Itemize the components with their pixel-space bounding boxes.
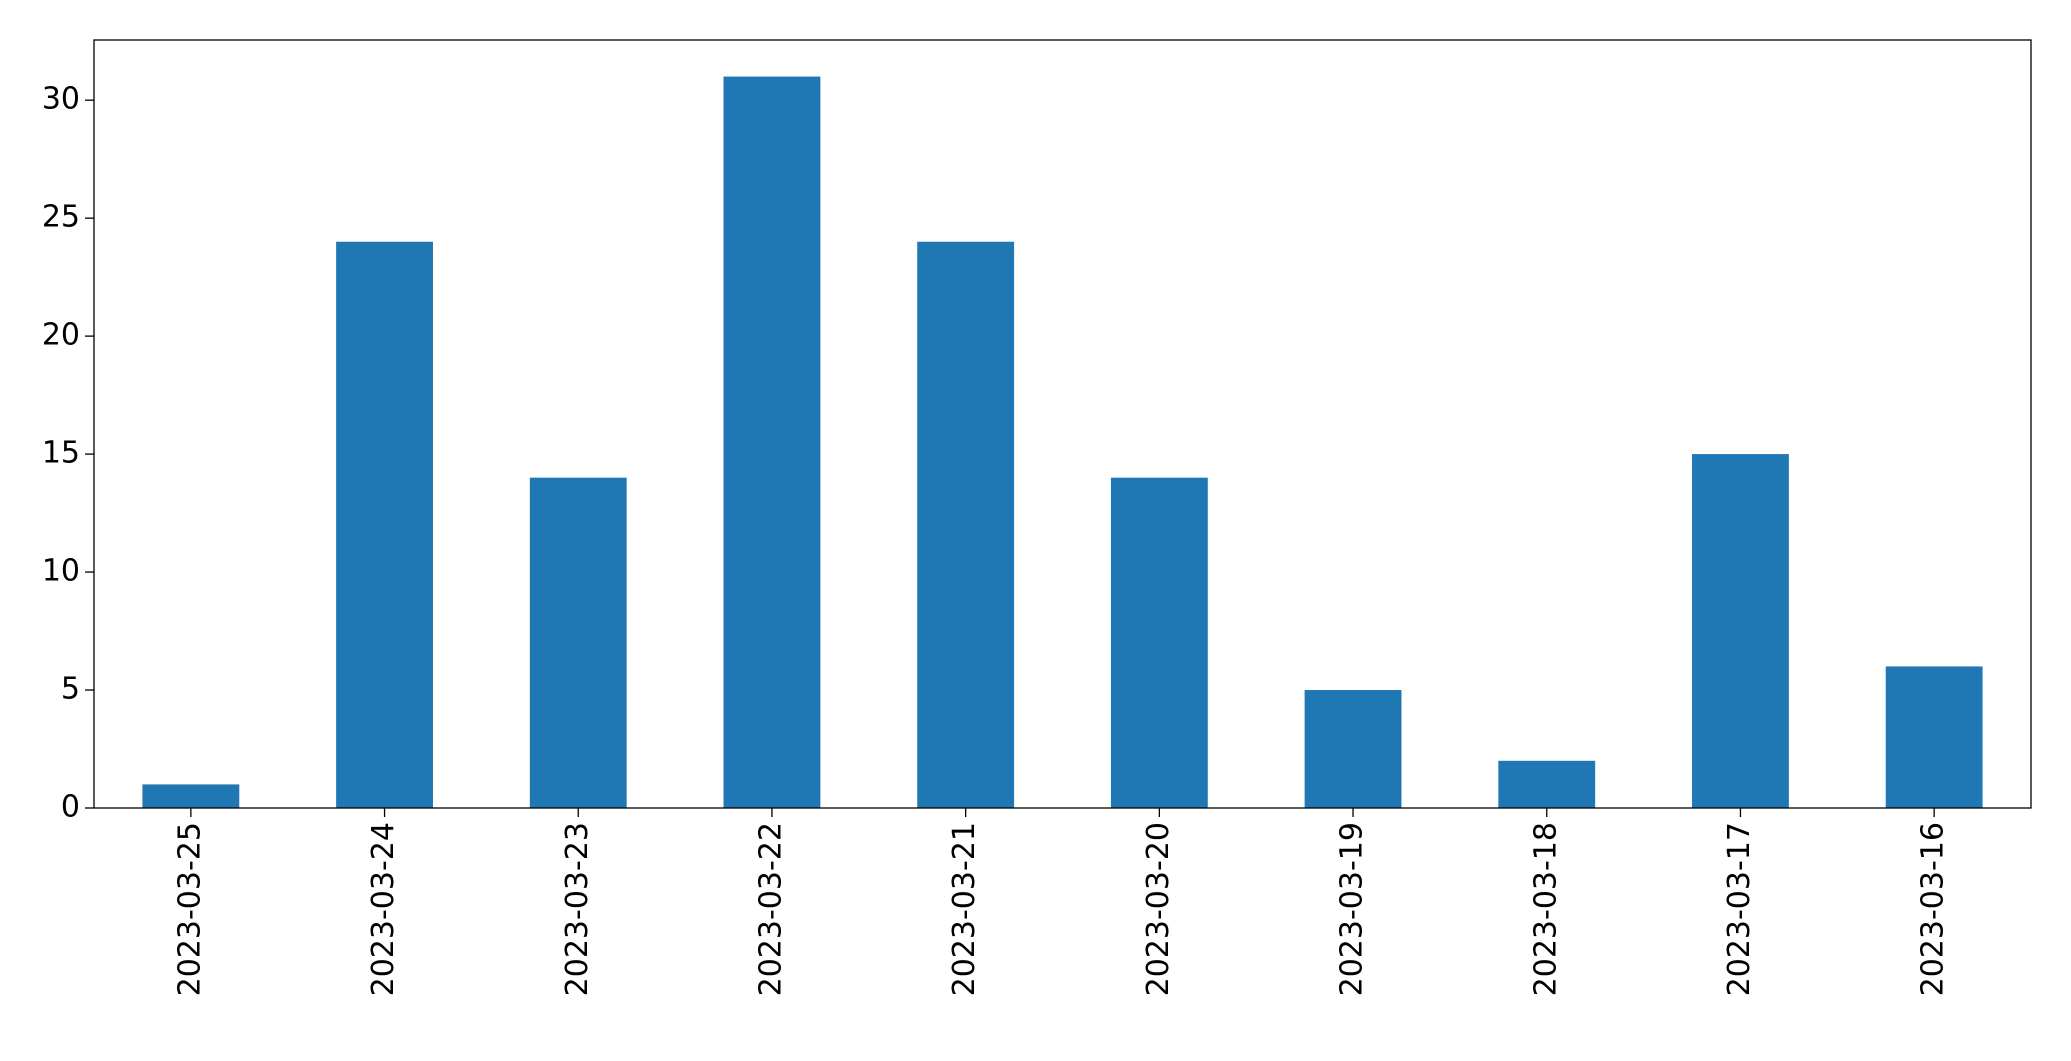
- plot-frame: [93, 39, 2032, 809]
- x-tick-label: 2023-03-25: [172, 822, 207, 996]
- y-tick-label: 20: [42, 318, 80, 353]
- y-tick-label: 15: [42, 436, 80, 471]
- y-tick-label: 30: [42, 82, 80, 117]
- x-tick-label: 2023-03-21: [947, 822, 982, 996]
- bar: [1110, 477, 1208, 808]
- bar: [1304, 690, 1402, 808]
- bar: [917, 241, 1015, 808]
- x-tick-label: 2023-03-16: [1916, 822, 1951, 996]
- y-tick-label: 0: [61, 790, 80, 825]
- y-tick-label: 10: [42, 554, 80, 589]
- x-tick-label: 2023-03-20: [1141, 822, 1176, 996]
- x-tick-label: 2023-03-24: [366, 822, 401, 996]
- bar: [336, 241, 433, 808]
- bar: [1498, 760, 1596, 808]
- y-tick-label: 25: [42, 200, 80, 235]
- x-tick-label: 2023-03-18: [1528, 822, 1563, 996]
- x-tick-label: 2023-03-17: [1722, 822, 1757, 996]
- x-tick-label: 2023-03-23: [560, 822, 595, 996]
- x-tick-label: 2023-03-22: [753, 822, 788, 996]
- x-tick-label: 2023-03-19: [1335, 822, 1370, 996]
- bar: [529, 477, 627, 808]
- bar: [723, 76, 821, 809]
- bar: [142, 784, 240, 808]
- y-tick-label: 5: [61, 672, 80, 707]
- bar: [1692, 454, 1789, 808]
- bar: [1885, 666, 1983, 808]
